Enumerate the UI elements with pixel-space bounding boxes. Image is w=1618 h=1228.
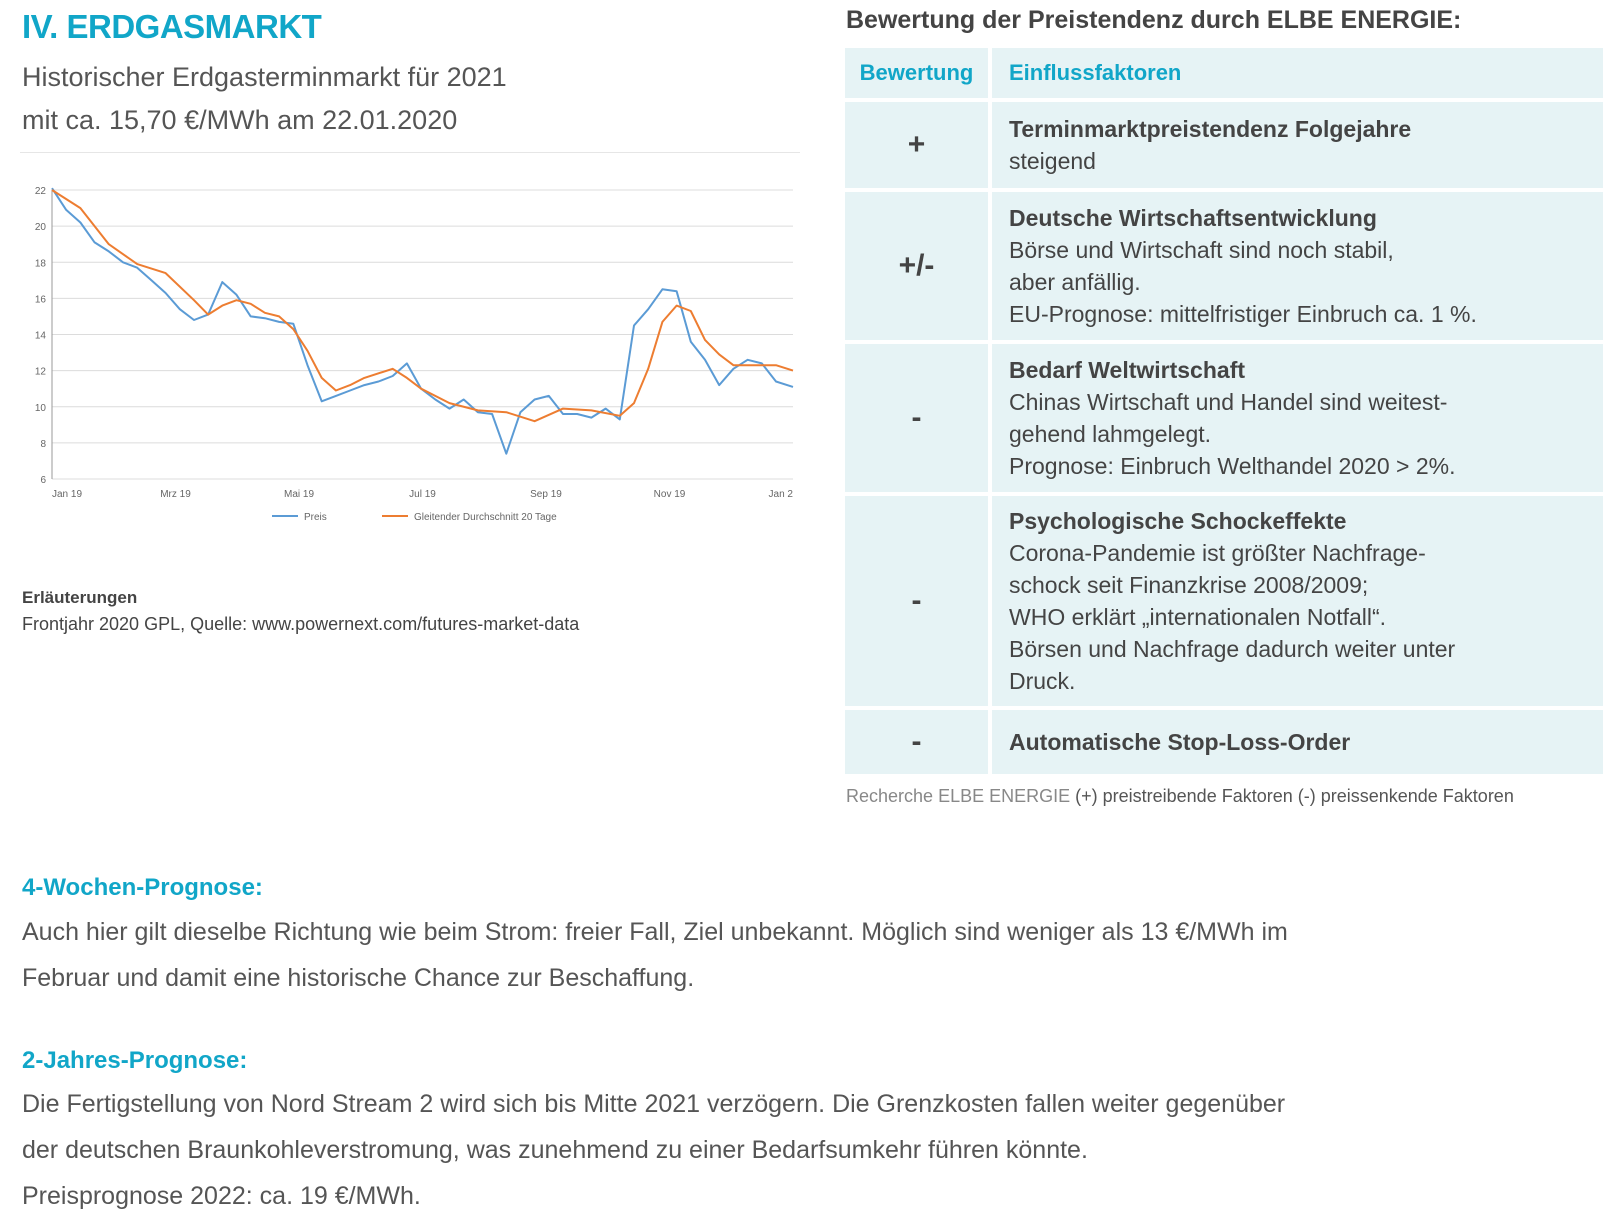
factor-line: steigend — [1009, 148, 1096, 174]
factor-line: Druck. — [1009, 668, 1076, 694]
factor-line: aber anfällig. — [1009, 269, 1141, 295]
forecast-4w-text: Auch hier gilt dieselbe Richtung wie bei… — [22, 909, 1592, 1001]
factor-heading: Automatische Stop-Loss-Order — [1009, 729, 1351, 755]
table-row: - Automatische Stop-Loss-Order — [845, 710, 1603, 774]
factor-line: Chinas Wirtschaft und Handel sind weites… — [1009, 389, 1448, 415]
x-tick-label: Sep 19 — [530, 489, 562, 500]
factor-heading: Bedarf Weltwirtschaft — [1009, 357, 1246, 383]
factor-cell: Bedarf Weltwirtschaft Chinas Wirtschaft u… — [992, 344, 1603, 492]
footnote-legend: (+) preistreibende Faktoren (-) preissen… — [1075, 786, 1514, 806]
factor-cell: Automatische Stop-Loss-Order — [992, 710, 1603, 774]
forecast-2y-heading: 2-Jahres-Prognose: — [22, 1047, 248, 1074]
table-row: - Bedarf Weltwirtschaft Chinas Wirtschaft … — [845, 344, 1603, 492]
x-tick-label: Jan 19 — [52, 489, 82, 500]
table-footnote: Recherche ELBE ENERGIE (+) preistreibend… — [846, 786, 1514, 807]
x-tick-label: Jan 2 — [769, 489, 794, 500]
column-header-rating: Bewertung — [845, 48, 992, 98]
chart-subtitle: Historischer Erdgasterminmarkt für 2021 … — [22, 56, 507, 142]
subtitle-line-2: mit ca. 15,70 €/MWh am 22.01.2020 — [22, 105, 458, 135]
x-tick-label: Mai 19 — [284, 489, 314, 500]
factor-line: Börse und Wirtschaft sind noch stabil, — [1009, 237, 1394, 263]
factor-table: Bewertung Einflussfaktoren + Terminmarktp… — [845, 44, 1603, 778]
factor-heading: Terminmarktpreistendenz Folgejahre — [1009, 116, 1412, 142]
factor-line: gehend lahmgelegt. — [1009, 421, 1212, 447]
table-header-row: Bewertung Einflussfaktoren — [845, 48, 1603, 98]
factor-line: Corona-Pandemie ist größter Nachfrage- — [1009, 540, 1426, 566]
table-row: + Terminmarktpreistendenz Folgejahre steig… — [845, 102, 1603, 188]
factor-line: schock seit Finanzkrise 2008/2009; — [1009, 572, 1369, 598]
y-tick-label: 12 — [35, 367, 47, 378]
rating-cell: - — [845, 344, 992, 492]
subtitle-line-1: Historischer Erdgasterminmarkt für 2021 — [22, 62, 507, 92]
y-tick-label: 16 — [35, 294, 47, 305]
forecast-2y-line-3: Preisprognose 2022: ca. 19 €/MWh. — [22, 1182, 421, 1210]
factor-cell: Deutsche Wirtschaftsentwicklung Börse und… — [992, 192, 1603, 340]
rating-cell: - — [845, 496, 992, 706]
y-tick-label: 20 — [35, 222, 47, 233]
factor-line: WHO erklärt „internationalen Notfall“. — [1009, 604, 1387, 630]
y-tick-label: 10 — [35, 403, 47, 414]
y-tick-label: 8 — [40, 439, 46, 450]
forecast-2y-line-2: der deutschen Braunkohleverstromung, was… — [22, 1136, 1088, 1164]
gas-price-chart: 6 8 10 12 14 16 18 20 22 Jan 19 Mrz 19 Mai 19 Jul 19… — [20, 152, 800, 556]
y-tick-label: 14 — [35, 331, 47, 342]
forecast-4w-line-2: Februar und damit eine historische Chanc… — [22, 964, 695, 992]
y-tick-label: 18 — [35, 258, 47, 269]
footnote-brand: ELBE ENERGIE — [938, 786, 1071, 806]
forecast-4w-line-1: Auch hier gilt dieselbe Richtung wie bei… — [22, 918, 1288, 946]
legend-label: Preis — [304, 512, 327, 523]
forecast-2y-text: Die Fertigstellung von Nord Stream 2 wir… — [22, 1081, 1592, 1219]
rating-cell: + — [845, 102, 992, 188]
x-tick-label: Mrz 19 — [160, 489, 191, 500]
factor-heading: Deutsche Wirtschaftsentwicklung — [1009, 205, 1377, 231]
x-tick-label: Jul 19 — [409, 489, 436, 500]
rating-cell: +/- — [845, 192, 992, 340]
forecast-4w-heading: 4-Wochen-Prognose: — [22, 874, 263, 901]
explanation-text: Frontjahr 2020 GPL, Quelle: www.powernex… — [22, 614, 580, 634]
y-tick-label: 6 — [40, 475, 46, 486]
forecast-2y-line-1: Die Fertigstellung von Nord Stream 2 wir… — [22, 1090, 1286, 1118]
footnote-prefix: Recherche — [846, 786, 934, 806]
factor-cell: Psychologische Schockeffekte Corona-Pande… — [992, 496, 1603, 706]
factor-heading: Psychologische Schockeffekte — [1009, 508, 1347, 534]
rating-cell: - — [845, 710, 992, 774]
legend-label: Gleitender Durchschnitt 20 Tage — [414, 512, 557, 523]
x-tick-label: Nov 19 — [654, 489, 686, 500]
factor-cell: Terminmarktpreistendenz Folgejahre steige… — [992, 102, 1603, 188]
chart-svg: 6 8 10 12 14 16 18 20 22 Jan 19 Mrz 19 Mai 19 Jul 19… — [20, 152, 800, 523]
column-header-factors: Einflussfaktoren — [992, 48, 1603, 98]
section-title: IV. ERDGASMARKT — [22, 8, 322, 45]
y-tick-label: 22 — [35, 186, 47, 197]
table-row: - Psychologische Schockeffekte Corona-Pand… — [845, 496, 1603, 706]
series-line-price — [51, 187, 794, 455]
factor-line: Prognose: Einbruch Welthandel 2020 > 2%. — [1009, 453, 1456, 479]
factor-line: Börsen und Nachfrage dadurch weiter unte… — [1009, 636, 1456, 662]
table-title: Bewertung der Preistendenz durch ELBE EN… — [846, 6, 1462, 34]
series-line-moving-average — [51, 189, 794, 423]
factor-line: EU-Prognose: mittelfristiger Einbruch ca… — [1009, 301, 1477, 327]
table-row: +/- Deutsche Wirtschaftsentwicklung Börse … — [845, 192, 1603, 340]
explanation-label: Erläuterungen — [22, 588, 138, 607]
